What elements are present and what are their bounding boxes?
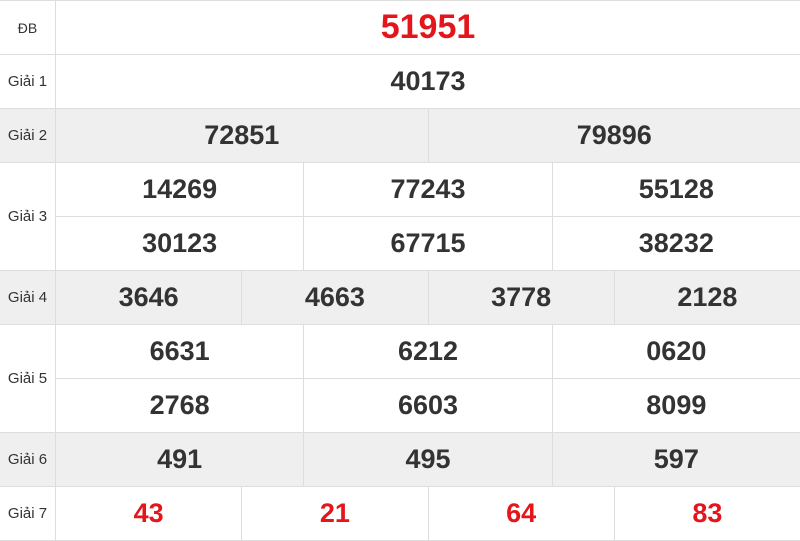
prize-label: ĐB xyxy=(0,1,56,54)
prize-number: 83 xyxy=(614,487,800,540)
prize-number: 30123 xyxy=(56,217,303,270)
prize-number: 64 xyxy=(428,487,614,540)
prize-number: 14269 xyxy=(56,163,303,216)
prize-number: 21 xyxy=(241,487,427,540)
prize-number: 77243 xyxy=(303,163,551,216)
prize-number: 6212 xyxy=(303,325,551,378)
prize-number: 597 xyxy=(552,433,800,486)
special-prize-number: 51951 xyxy=(56,1,800,54)
prize-label: Giải 5 xyxy=(0,325,56,432)
prize-number: 3778 xyxy=(428,271,614,324)
prize-number: 2128 xyxy=(614,271,800,324)
prize-number: 72851 xyxy=(56,109,428,162)
prize-number: 67715 xyxy=(303,217,551,270)
prize-label: Giải 6 xyxy=(0,433,56,486)
prize-number: 38232 xyxy=(552,217,800,270)
prize-number: 0620 xyxy=(552,325,800,378)
prize-number: 8099 xyxy=(552,379,800,432)
prize-number: 6631 xyxy=(56,325,303,378)
prize-number: 2768 xyxy=(56,379,303,432)
prize-label: Giải 2 xyxy=(0,109,56,162)
prize-number: 6603 xyxy=(303,379,551,432)
prize-number: 4663 xyxy=(241,271,427,324)
prize-number: 495 xyxy=(303,433,551,486)
prize-number: 491 xyxy=(56,433,303,486)
prize-number: 43 xyxy=(56,487,241,540)
prize-number: 79896 xyxy=(428,109,800,162)
prize-label: Giải 1 xyxy=(0,55,56,108)
prize-number: 55128 xyxy=(552,163,800,216)
prize-label: Giải 3 xyxy=(0,163,56,270)
prize-number: 40173 xyxy=(56,55,800,108)
prize-number: 3646 xyxy=(56,271,241,324)
prize-label: Giải 4 xyxy=(0,271,56,324)
prize-label: Giải 7 xyxy=(0,487,56,540)
